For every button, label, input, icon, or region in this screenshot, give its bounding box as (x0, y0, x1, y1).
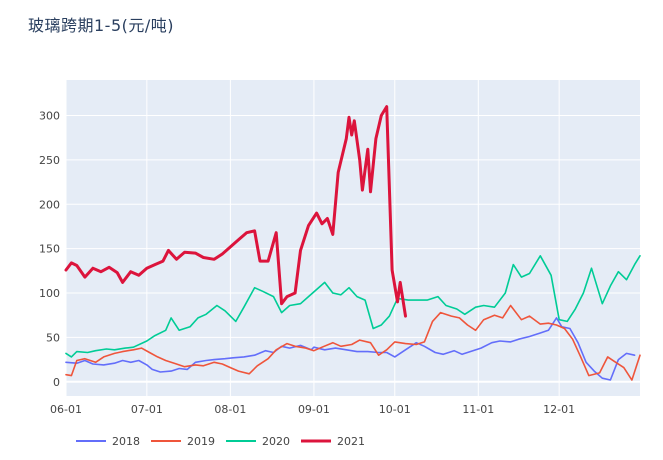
x-tick-label: 09-01 (298, 403, 330, 416)
x-tick-label: 10-01 (379, 403, 411, 416)
legend-label: 2021 (337, 435, 365, 448)
legend-label: 2020 (262, 435, 290, 448)
x-tick-label: 07-01 (131, 403, 163, 416)
y-tick-label: 300 (39, 110, 60, 123)
x-tick-label: 08-01 (214, 403, 246, 416)
y-tick-label: 150 (39, 243, 60, 256)
x-tick-label: 11-01 (462, 403, 494, 416)
legend-item-2020[interactable]: 2020 (226, 435, 290, 448)
legend[interactable]: 2018 2019 2020 2021 (76, 435, 365, 448)
grid (65, 80, 640, 396)
legend-item-2018[interactable]: 2018 (76, 435, 140, 448)
y-tick-label: 200 (39, 198, 60, 211)
legend-item-2019[interactable]: 2019 (151, 435, 215, 448)
y-tick-label: 100 (39, 287, 60, 300)
x-tick-label: 06-01 (50, 403, 82, 416)
legend-label: 2018 (112, 435, 140, 448)
y-tick-label: 0 (53, 376, 60, 389)
y-tick-label: 50 (46, 331, 60, 344)
series-lines (64, 105, 641, 381)
y-tick-label: 250 (39, 154, 60, 167)
x-tick-label: 12-01 (543, 403, 575, 416)
series-line-2021 (64, 105, 407, 318)
axis-labels: 0 50 100 150 200 250 300 06-01 07-01 08-01 09-01 10… (39, 110, 575, 416)
legend-item-2021[interactable]: 2021 (301, 435, 365, 448)
legend-label: 2019 (187, 435, 215, 448)
chart-title: 玻璃跨期1-5(元/吨) (28, 16, 175, 35)
series-line-2019 (65, 304, 641, 381)
series-line-2020 (65, 255, 641, 358)
